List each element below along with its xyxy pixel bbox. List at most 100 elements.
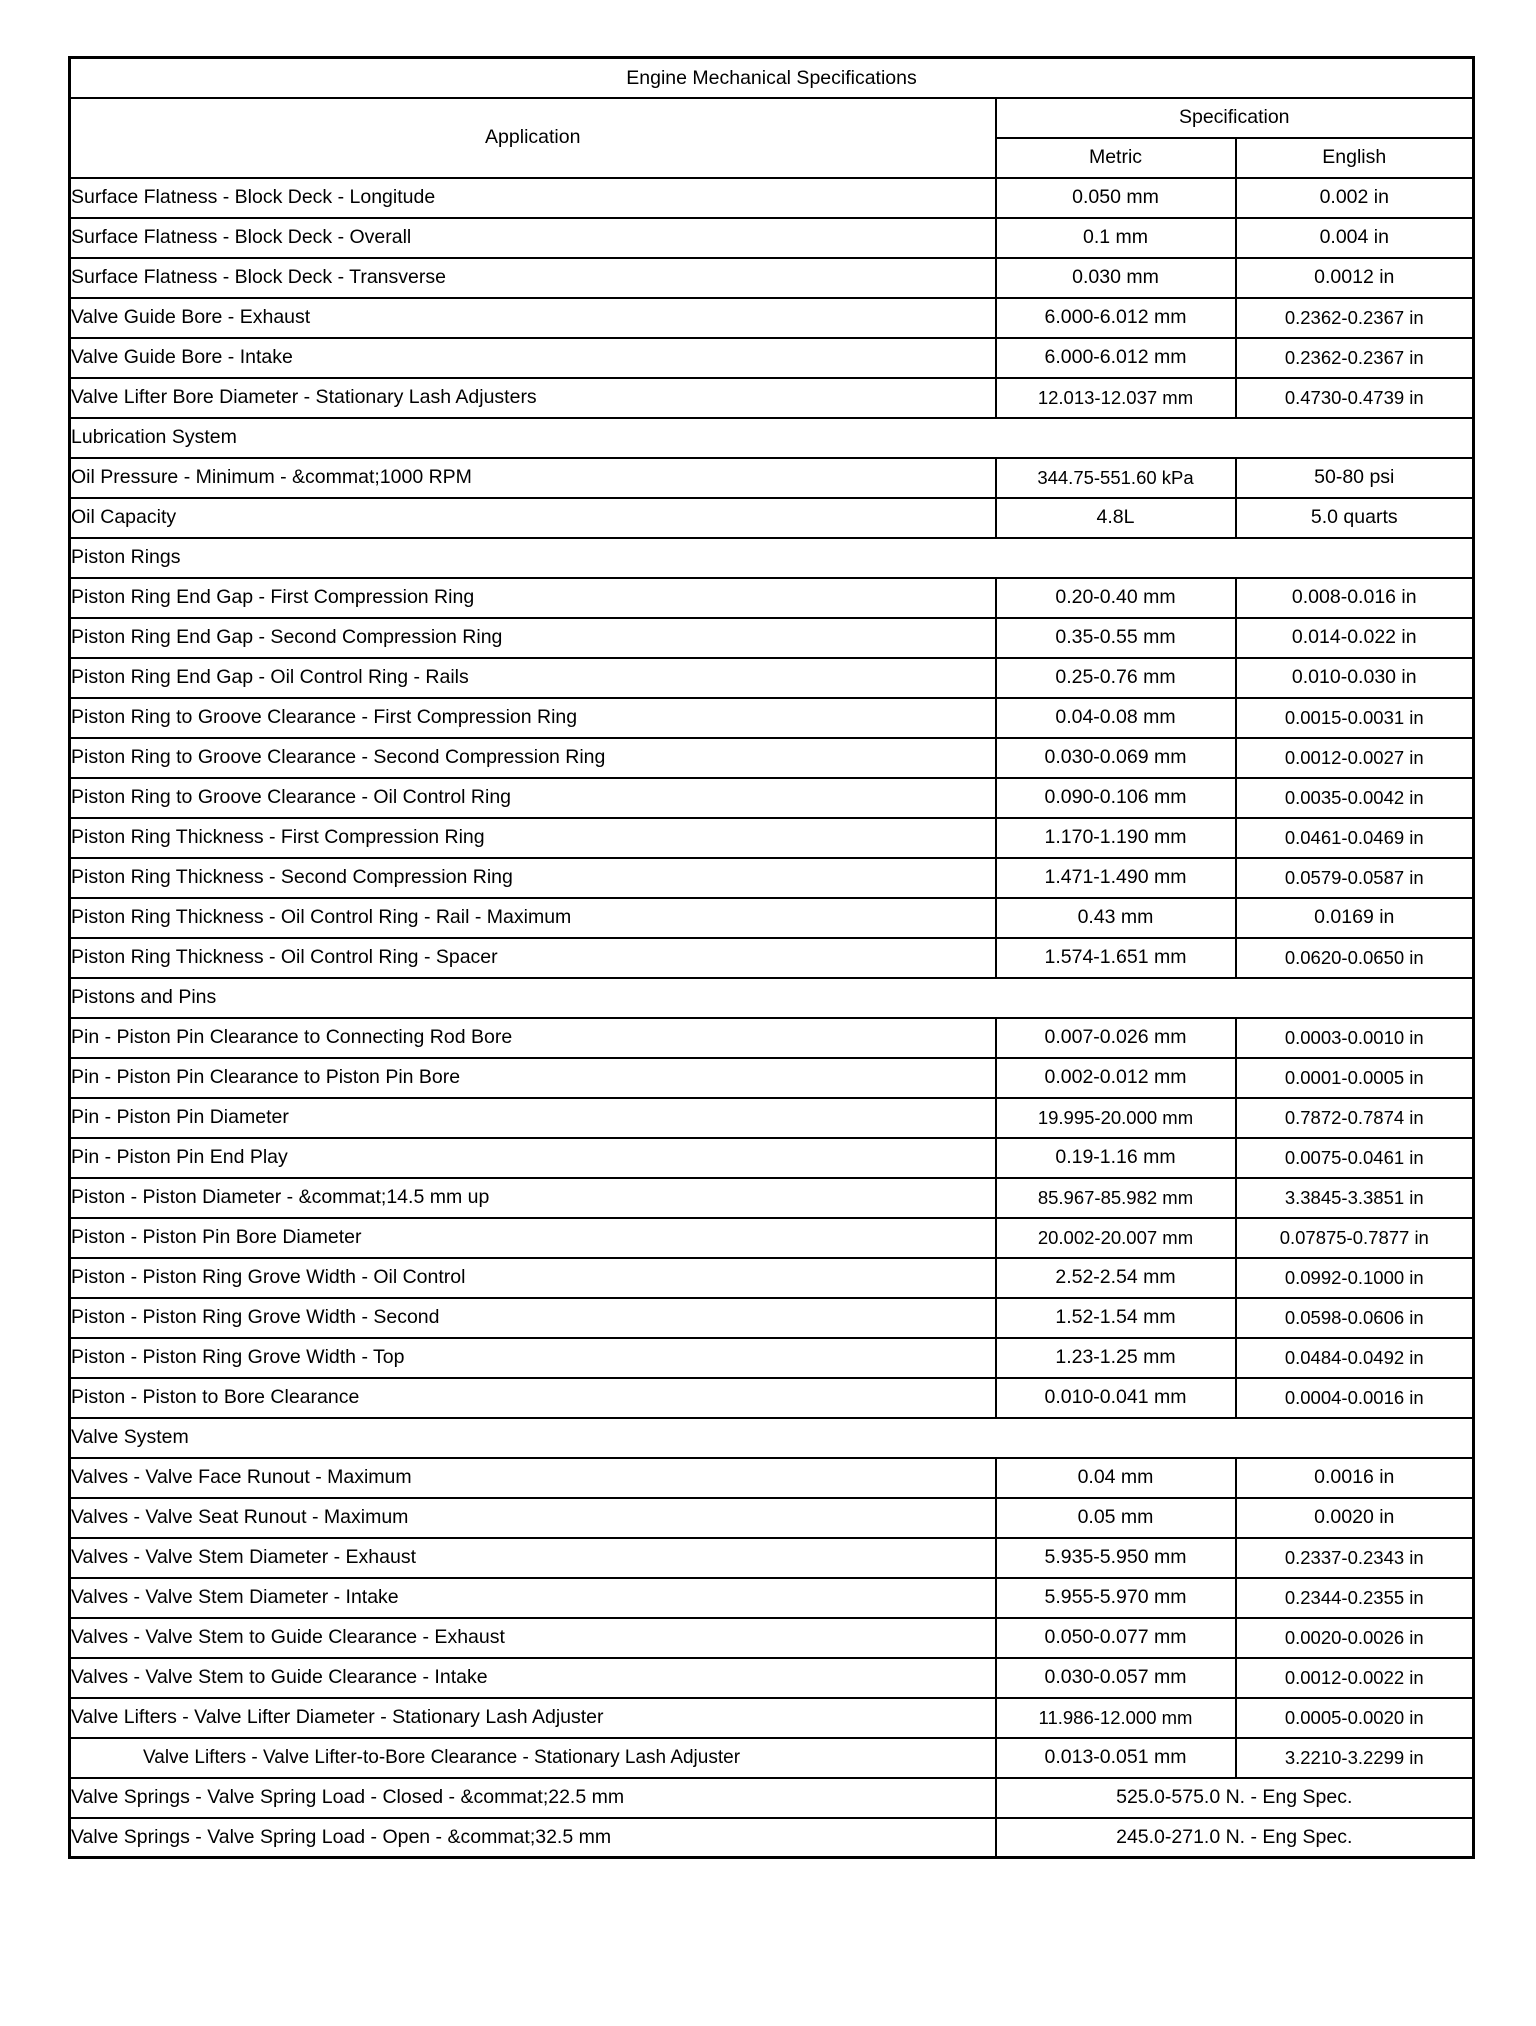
application-cell: Pin - Piston Pin Clearance to Connecting… bbox=[68, 1016, 997, 1059]
metric-value-cell: 0.04 mm bbox=[994, 1456, 1237, 1499]
table-row: Piston Ring to Groove Clearance - Second… bbox=[68, 736, 1475, 779]
table-row: Pin - Piston Pin End Play 0.19-1.16 mm 0.0… bbox=[68, 1136, 1475, 1179]
application-cell: Valve Lifter Bore Diameter - Stationary … bbox=[68, 376, 997, 419]
table-row: Valve Lifters - Valve Lifter-to-Bore Cle… bbox=[68, 1736, 1475, 1779]
table-row: Piston Ring to Groove Clearance - First … bbox=[68, 696, 1475, 739]
table-row: Piston Ring to Groove Clearance - Oil Co… bbox=[68, 776, 1475, 819]
table-row: Oil Pressure - Minimum - &commat;1000 RP… bbox=[68, 456, 1475, 499]
table-group-row: Pistons and Pins bbox=[68, 976, 1475, 1019]
metric-value-cell: 0.030-0.069 mm bbox=[994, 736, 1237, 779]
table-row: Valve Guide Bore - Exhaust 6.000-6.012 mm… bbox=[68, 296, 1475, 339]
table-row: Piston Ring End Gap - Oil Control Ring -… bbox=[68, 656, 1475, 699]
table-title-row: Engine Mechanical Specifications bbox=[68, 56, 1475, 99]
english-value-cell: 5.0 quarts bbox=[1234, 496, 1475, 539]
table-row: Surface Flatness - Block Deck - Overall 0… bbox=[68, 216, 1475, 259]
metric-value-cell: 12.013-12.037 mm bbox=[994, 376, 1237, 419]
table-body: Surface Flatness - Block Deck - Longitud… bbox=[68, 176, 1475, 1859]
table-title: Engine Mechanical Specifications bbox=[68, 56, 1475, 99]
table-row: Piston - Piston Diameter - &commat;14.5 … bbox=[68, 1176, 1475, 1219]
application-cell: Valves - Valve Stem Diameter - Intake bbox=[68, 1576, 997, 1619]
english-value-cell: 0.0015-0.0031 in bbox=[1234, 696, 1475, 739]
table-row: Valves - Valve Face Runout - Maximum 0.04… bbox=[68, 1456, 1475, 1499]
column-header-specification: Specification bbox=[994, 96, 1475, 139]
english-value-cell: 0.0012-0.0027 in bbox=[1234, 736, 1475, 779]
english-value-cell: 0.0484-0.0492 in bbox=[1234, 1336, 1475, 1379]
table-row: Piston Ring Thickness - Second Compressi… bbox=[68, 856, 1475, 899]
metric-value-cell: 0.002-0.012 mm bbox=[994, 1056, 1237, 1099]
english-value-cell: 0.014-0.022 in bbox=[1234, 616, 1475, 659]
table-row: Piston - Piston to Bore Clearance 0.010-0… bbox=[68, 1376, 1475, 1419]
metric-value-cell: 11.986-12.000 mm bbox=[994, 1696, 1237, 1739]
table-row: Valve Springs - Valve Spring Load - Clos… bbox=[68, 1776, 1475, 1819]
table-row: Piston Ring Thickness - First Compressio… bbox=[68, 816, 1475, 859]
table-row: Valves - Valve Seat Runout - Maximum 0.05… bbox=[68, 1496, 1475, 1539]
metric-value-cell: 1.574-1.651 mm bbox=[994, 936, 1237, 979]
application-cell: Oil Capacity bbox=[68, 496, 997, 539]
application-cell: Piston Ring End Gap - First Compression … bbox=[68, 576, 997, 619]
table-group-row: Lubrication System bbox=[68, 416, 1475, 459]
table-row: Piston - Piston Pin Bore Diameter 20.002-… bbox=[68, 1216, 1475, 1259]
application-cell: Valve Lifters - Valve Lifter-to-Bore Cle… bbox=[68, 1736, 997, 1779]
application-cell: Piston - Piston Ring Grove Width - Oil C… bbox=[68, 1256, 997, 1299]
application-cell: Valve Lifters - Valve Lifter Diameter - … bbox=[68, 1696, 997, 1739]
english-value-cell: 0.07875-0.7877 in bbox=[1234, 1216, 1475, 1259]
table-row: Piston Ring Thickness - Oil Control Ring… bbox=[68, 936, 1475, 979]
english-value-cell: 0.0169 in bbox=[1234, 896, 1475, 939]
english-value-cell: 0.0620-0.0650 in bbox=[1234, 936, 1475, 979]
application-cell: Piston Ring Thickness - First Compressio… bbox=[68, 816, 997, 859]
table-row: Pin - Piston Pin Diameter 19.995-20.000 m… bbox=[68, 1096, 1475, 1139]
application-cell: Surface Flatness - Block Deck - Longitud… bbox=[68, 176, 997, 219]
application-cell: Piston - Piston Diameter - &commat;14.5 … bbox=[68, 1176, 997, 1219]
table-row: Valves - Valve Stem Diameter - Intake 5.9… bbox=[68, 1576, 1475, 1619]
metric-value-cell: 0.013-0.051 mm bbox=[994, 1736, 1237, 1779]
metric-value-cell: 0.05 mm bbox=[994, 1496, 1237, 1539]
metric-value-cell: 20.002-20.007 mm bbox=[994, 1216, 1237, 1259]
application-cell: Pin - Piston Pin Clearance to Piston Pin… bbox=[68, 1056, 997, 1099]
engine-mechanical-specifications-table: Engine Mechanical Specifications Applica… bbox=[68, 56, 1476, 1859]
application-cell: Piston Ring Thickness - Oil Control Ring… bbox=[68, 936, 997, 979]
english-value-cell: 0.2362-0.2367 in bbox=[1234, 296, 1475, 339]
english-value-cell: 0.4730-0.4739 in bbox=[1234, 376, 1475, 419]
table-row: Piston - Piston Ring Grove Width - Secon… bbox=[68, 1296, 1475, 1339]
application-cell: Valve Springs - Valve Spring Load - Open… bbox=[68, 1816, 997, 1859]
english-value-cell: 0.0001-0.0005 in bbox=[1234, 1056, 1475, 1099]
table-row: Valves - Valve Stem to Guide Clearance -… bbox=[68, 1616, 1475, 1659]
application-cell: Valve Guide Bore - Exhaust bbox=[68, 296, 997, 339]
column-header-application: Application bbox=[68, 96, 997, 179]
metric-value-cell: 6.000-6.012 mm bbox=[994, 336, 1237, 379]
metric-value-cell: 0.030-0.057 mm bbox=[994, 1656, 1237, 1699]
metric-value-cell: 1.170-1.190 mm bbox=[994, 816, 1237, 859]
english-value-cell: 0.0016 in bbox=[1234, 1456, 1475, 1499]
table-row: Pin - Piston Pin Clearance to Connecting… bbox=[68, 1016, 1475, 1059]
english-value-cell: 0.0579-0.0587 in bbox=[1234, 856, 1475, 899]
metric-value-cell: 0.04-0.08 mm bbox=[994, 696, 1237, 739]
metric-value-cell: 5.955-5.970 mm bbox=[994, 1576, 1237, 1619]
application-cell: Valves - Valve Stem to Guide Clearance -… bbox=[68, 1616, 997, 1659]
metric-value-cell: 1.23-1.25 mm bbox=[994, 1336, 1237, 1379]
english-value-cell: 0.008-0.016 in bbox=[1234, 576, 1475, 619]
application-cell: Valve Guide Bore - Intake bbox=[68, 336, 997, 379]
application-cell: Oil Pressure - Minimum - &commat;1000 RP… bbox=[68, 456, 997, 499]
group-label: Pistons and Pins bbox=[68, 976, 1475, 1019]
table-row: Surface Flatness - Block Deck - Longitud… bbox=[68, 176, 1475, 219]
english-value-cell: 0.0005-0.0020 in bbox=[1234, 1696, 1475, 1739]
application-cell: Valves - Valve Seat Runout - Maximum bbox=[68, 1496, 997, 1539]
metric-value-cell: 19.995-20.000 mm bbox=[994, 1096, 1237, 1139]
table-row: Valves - Valve Stem to Guide Clearance -… bbox=[68, 1656, 1475, 1699]
application-cell: Piston Ring End Gap - Oil Control Ring -… bbox=[68, 656, 997, 699]
group-label: Valve System bbox=[68, 1416, 1475, 1459]
metric-value-cell: 1.471-1.490 mm bbox=[994, 856, 1237, 899]
metric-value-cell: 0.010-0.041 mm bbox=[994, 1376, 1237, 1419]
specification-value-cell: 245.0-271.0 N. - Eng Spec. bbox=[994, 1816, 1475, 1859]
table-row: Piston Ring End Gap - First Compression … bbox=[68, 576, 1475, 619]
application-cell: Piston Ring to Groove Clearance - Oil Co… bbox=[68, 776, 997, 819]
english-value-cell: 0.010-0.030 in bbox=[1234, 656, 1475, 699]
application-cell: Piston Ring to Groove Clearance - First … bbox=[68, 696, 997, 739]
english-value-cell: 0.004 in bbox=[1234, 216, 1475, 259]
table-row: Piston - Piston Ring Grove Width - Oil C… bbox=[68, 1256, 1475, 1299]
table-row: Surface Flatness - Block Deck - Transver… bbox=[68, 256, 1475, 299]
table-row: Piston Ring Thickness - Oil Control Ring… bbox=[68, 896, 1475, 939]
table-group-row: Piston Rings bbox=[68, 536, 1475, 579]
table-row: Oil Capacity 4.8L 5.0 quarts bbox=[68, 496, 1475, 539]
table-header: Engine Mechanical Specifications Applica… bbox=[68, 56, 1475, 179]
